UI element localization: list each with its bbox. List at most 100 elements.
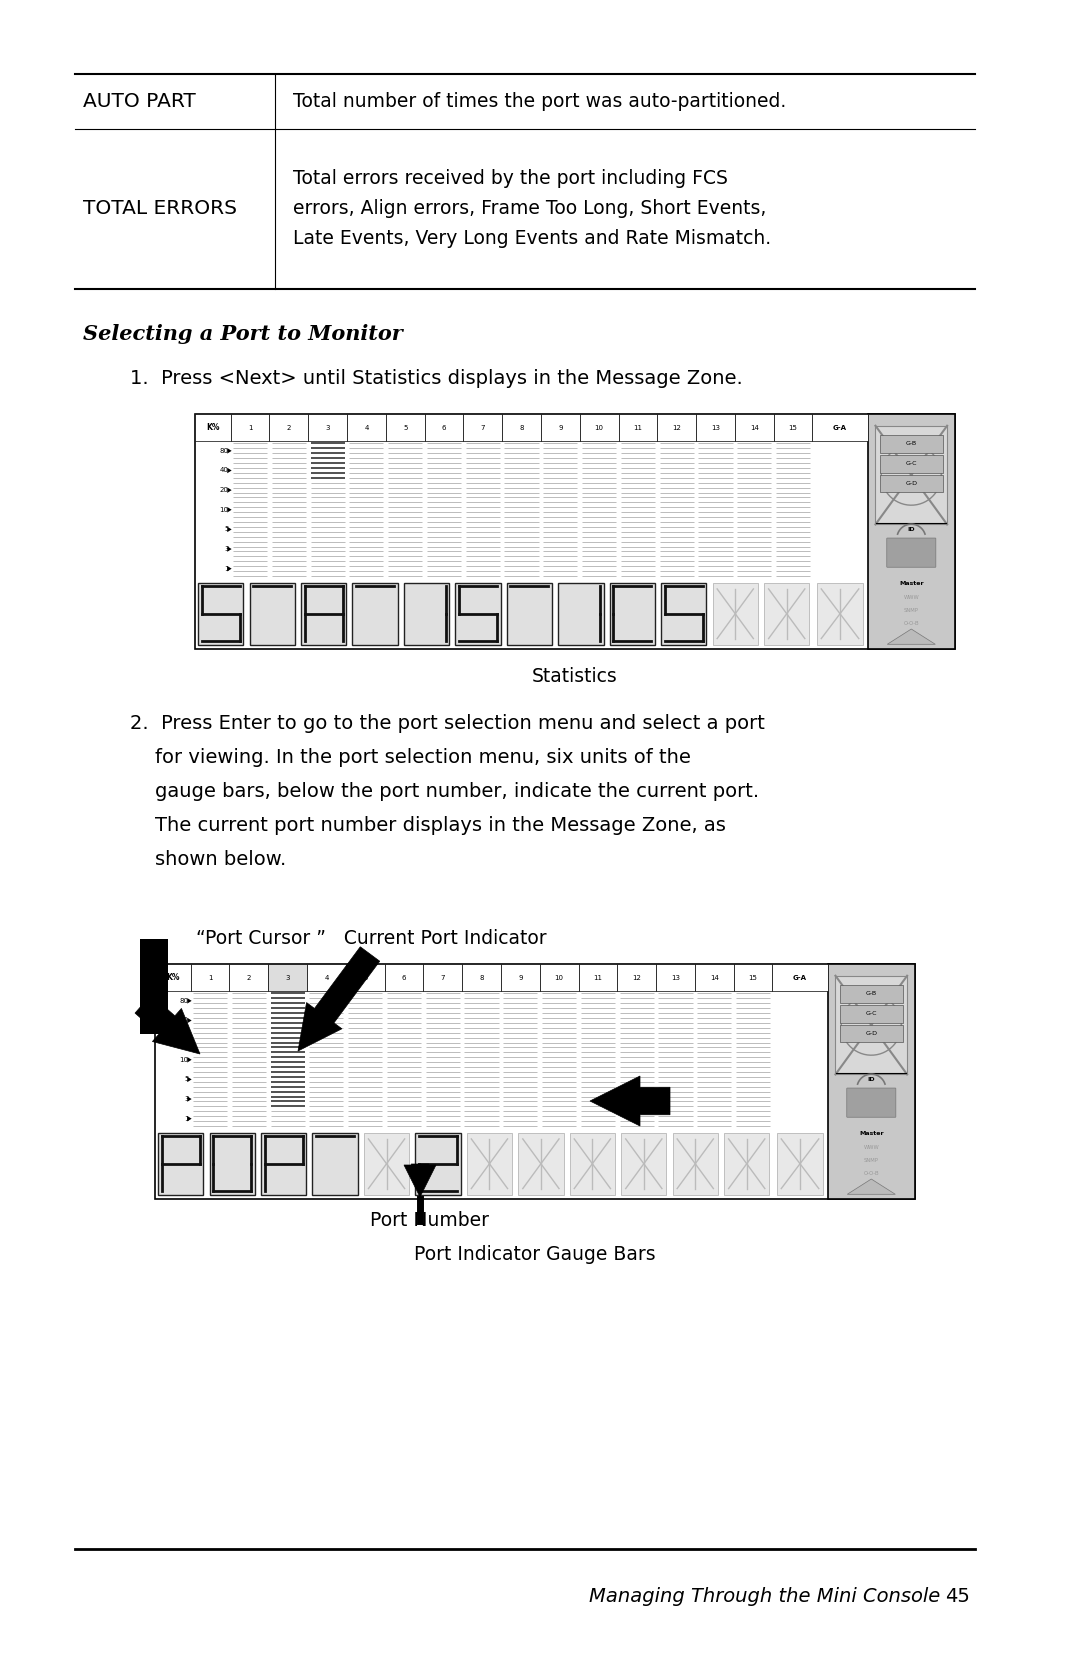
- FancyBboxPatch shape: [880, 474, 943, 492]
- FancyBboxPatch shape: [847, 1088, 895, 1117]
- Text: G-D: G-D: [865, 1031, 877, 1036]
- Text: 5: 5: [363, 975, 367, 980]
- Text: errors, Align errors, Frame Too Long, Short Events,: errors, Align errors, Frame Too Long, Sh…: [293, 200, 767, 219]
- Polygon shape: [227, 566, 231, 571]
- Text: G-A: G-A: [833, 424, 847, 431]
- Text: K%: K%: [206, 422, 219, 432]
- FancyBboxPatch shape: [867, 414, 955, 649]
- Text: TOTAL ERRORS: TOTAL ERRORS: [83, 200, 237, 219]
- FancyBboxPatch shape: [312, 1133, 357, 1195]
- FancyBboxPatch shape: [404, 582, 449, 644]
- FancyBboxPatch shape: [198, 582, 243, 644]
- FancyBboxPatch shape: [502, 414, 541, 441]
- FancyBboxPatch shape: [195, 414, 955, 649]
- FancyBboxPatch shape: [621, 1133, 666, 1195]
- FancyBboxPatch shape: [610, 582, 654, 644]
- Text: 15: 15: [748, 975, 757, 980]
- Text: Master: Master: [899, 581, 923, 586]
- FancyBboxPatch shape: [656, 965, 694, 991]
- Text: Port Number: Port Number: [370, 1212, 489, 1230]
- Text: 4: 4: [364, 424, 368, 431]
- Text: ID: ID: [867, 1077, 875, 1082]
- FancyBboxPatch shape: [347, 414, 386, 441]
- Text: G-B: G-B: [866, 991, 877, 996]
- Text: Selecting a Port to Monitor: Selecting a Port to Monitor: [83, 324, 403, 344]
- Text: Late Events, Very Long Events and Rate Mismatch.: Late Events, Very Long Events and Rate M…: [293, 230, 771, 249]
- FancyBboxPatch shape: [887, 537, 936, 567]
- Polygon shape: [187, 1097, 191, 1102]
- FancyBboxPatch shape: [229, 965, 268, 991]
- Text: 5: 5: [225, 526, 229, 532]
- Text: 1: 1: [207, 975, 213, 980]
- FancyBboxPatch shape: [156, 965, 191, 991]
- Text: G-C: G-C: [865, 1011, 877, 1016]
- Polygon shape: [888, 629, 935, 644]
- FancyBboxPatch shape: [658, 414, 697, 441]
- FancyBboxPatch shape: [570, 1133, 615, 1195]
- Text: 14: 14: [710, 975, 718, 980]
- Text: 3: 3: [325, 424, 329, 431]
- FancyBboxPatch shape: [269, 414, 308, 441]
- Polygon shape: [187, 1018, 191, 1023]
- FancyBboxPatch shape: [734, 414, 773, 441]
- Text: ID: ID: [907, 527, 915, 532]
- FancyBboxPatch shape: [840, 985, 903, 1003]
- Polygon shape: [187, 1056, 191, 1063]
- FancyBboxPatch shape: [777, 1133, 823, 1195]
- Text: for viewing. In the port selection menu, six units of the: for viewing. In the port selection menu,…: [130, 748, 691, 768]
- Text: shown below.: shown below.: [130, 851, 286, 870]
- Polygon shape: [187, 1077, 191, 1082]
- Text: O-O-B: O-O-B: [904, 621, 919, 626]
- Text: “Port Cursor ”   Current Port Indicator: “Port Cursor ” Current Port Indicator: [195, 930, 546, 948]
- Text: Total number of times the port was auto-partitioned.: Total number of times the port was auto-…: [293, 92, 786, 112]
- FancyBboxPatch shape: [456, 582, 501, 644]
- Polygon shape: [187, 998, 191, 1003]
- FancyBboxPatch shape: [364, 1133, 409, 1195]
- Text: 7: 7: [481, 424, 485, 431]
- Text: 12: 12: [672, 424, 681, 431]
- Text: 5: 5: [403, 424, 407, 431]
- FancyBboxPatch shape: [352, 582, 397, 644]
- Polygon shape: [227, 527, 231, 532]
- Text: 3: 3: [285, 975, 289, 980]
- Text: 6: 6: [442, 424, 446, 431]
- FancyBboxPatch shape: [423, 965, 462, 991]
- FancyBboxPatch shape: [812, 414, 867, 441]
- FancyBboxPatch shape: [346, 965, 384, 991]
- Text: WWW: WWW: [863, 1145, 879, 1150]
- Text: K%: K%: [166, 973, 179, 981]
- Text: WWW: WWW: [904, 594, 919, 599]
- FancyBboxPatch shape: [876, 426, 947, 524]
- Polygon shape: [227, 487, 231, 492]
- Text: 2: 2: [286, 424, 291, 431]
- Text: 9: 9: [558, 424, 563, 431]
- Text: AUTO PART: AUTO PART: [83, 92, 195, 112]
- Text: 7: 7: [441, 975, 445, 980]
- Text: G-C: G-C: [905, 461, 917, 466]
- Text: 80: 80: [219, 447, 229, 454]
- Text: 1: 1: [247, 424, 253, 431]
- FancyBboxPatch shape: [618, 965, 656, 991]
- Text: Managing Through the Mini Console: Managing Through the Mini Console: [589, 1587, 940, 1607]
- FancyBboxPatch shape: [619, 414, 658, 441]
- Text: 10: 10: [179, 1056, 189, 1063]
- Text: 11: 11: [593, 975, 603, 980]
- Text: 10: 10: [555, 975, 564, 980]
- FancyBboxPatch shape: [694, 965, 733, 991]
- FancyBboxPatch shape: [158, 1133, 203, 1195]
- Text: O-O-B: O-O-B: [864, 1170, 879, 1175]
- Text: 20: 20: [219, 487, 229, 492]
- FancyBboxPatch shape: [733, 965, 772, 991]
- Text: 14: 14: [750, 424, 759, 431]
- FancyBboxPatch shape: [840, 1005, 903, 1023]
- Text: gauge bars, below the port number, indicate the current port.: gauge bars, below the port number, indic…: [130, 783, 759, 801]
- Polygon shape: [848, 1178, 895, 1195]
- Polygon shape: [187, 1038, 191, 1043]
- Polygon shape: [590, 1077, 670, 1127]
- Text: G-A: G-A: [793, 975, 807, 980]
- FancyBboxPatch shape: [467, 1133, 512, 1195]
- FancyBboxPatch shape: [673, 1133, 718, 1195]
- Text: 2: 2: [246, 975, 251, 980]
- Text: 1: 1: [225, 566, 229, 572]
- FancyBboxPatch shape: [580, 414, 619, 441]
